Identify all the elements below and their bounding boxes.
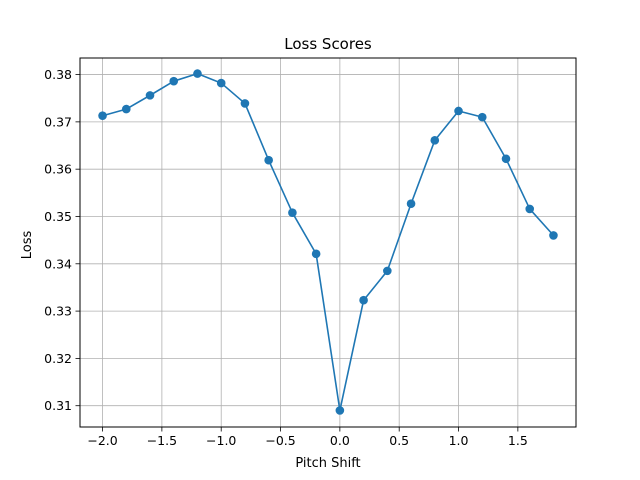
data-point bbox=[525, 204, 535, 214]
data-point bbox=[169, 76, 179, 86]
data-point bbox=[477, 112, 487, 122]
y-tick-label: 0.37 bbox=[44, 114, 72, 129]
x-tick-label: −2.0 bbox=[87, 433, 117, 448]
x-tick-label: −1.5 bbox=[147, 433, 177, 448]
plot-frame bbox=[79, 57, 577, 428]
x-tick-label: −0.5 bbox=[265, 433, 295, 448]
data-point bbox=[98, 111, 107, 121]
data-point bbox=[264, 155, 273, 165]
x-tick-label: 1.5 bbox=[508, 433, 528, 448]
x-axis-label: Pitch Shift bbox=[295, 456, 360, 471]
data-point bbox=[216, 78, 226, 88]
x-axis: −2.0 −1.5 −1.0 −0.5 0.0 0.5 1.0 1.5 bbox=[87, 427, 528, 448]
series-layer bbox=[98, 69, 558, 415]
y-axis-label: Loss bbox=[20, 231, 35, 260]
y-tick-label: 0.32 bbox=[44, 351, 72, 366]
y-tick-label: 0.34 bbox=[44, 256, 72, 271]
chart-title: Loss Scores bbox=[284, 35, 372, 53]
x-tick-label: −1.0 bbox=[206, 433, 236, 448]
x-tick-label: 0.5 bbox=[389, 433, 409, 448]
data-point bbox=[359, 295, 368, 305]
y-tick-label: 0.31 bbox=[44, 398, 72, 413]
data-point bbox=[406, 199, 416, 209]
x-tick-label: 1.0 bbox=[449, 433, 469, 448]
y-tick-label: 0.38 bbox=[44, 67, 72, 82]
y-tick-label: 0.36 bbox=[44, 162, 72, 177]
x-tick-label: 0.0 bbox=[330, 433, 350, 448]
data-point bbox=[288, 208, 297, 217]
data-point bbox=[454, 106, 463, 116]
y-tick-label: 0.33 bbox=[44, 304, 72, 319]
data-point bbox=[145, 91, 155, 100]
data-point bbox=[430, 136, 440, 145]
y-axis: 0.31 0.32 0.33 0.34 0.35 0.36 0.37 0.38 bbox=[44, 67, 80, 413]
data-point bbox=[335, 406, 345, 415]
data-point bbox=[383, 266, 392, 276]
data-point bbox=[193, 69, 202, 78]
grid bbox=[80, 58, 576, 427]
data-point bbox=[240, 99, 250, 108]
y-tick-label: 0.35 bbox=[44, 209, 72, 224]
data-point bbox=[549, 231, 558, 240]
data-point bbox=[501, 154, 511, 164]
data-point bbox=[311, 249, 321, 259]
data-point bbox=[121, 104, 131, 114]
